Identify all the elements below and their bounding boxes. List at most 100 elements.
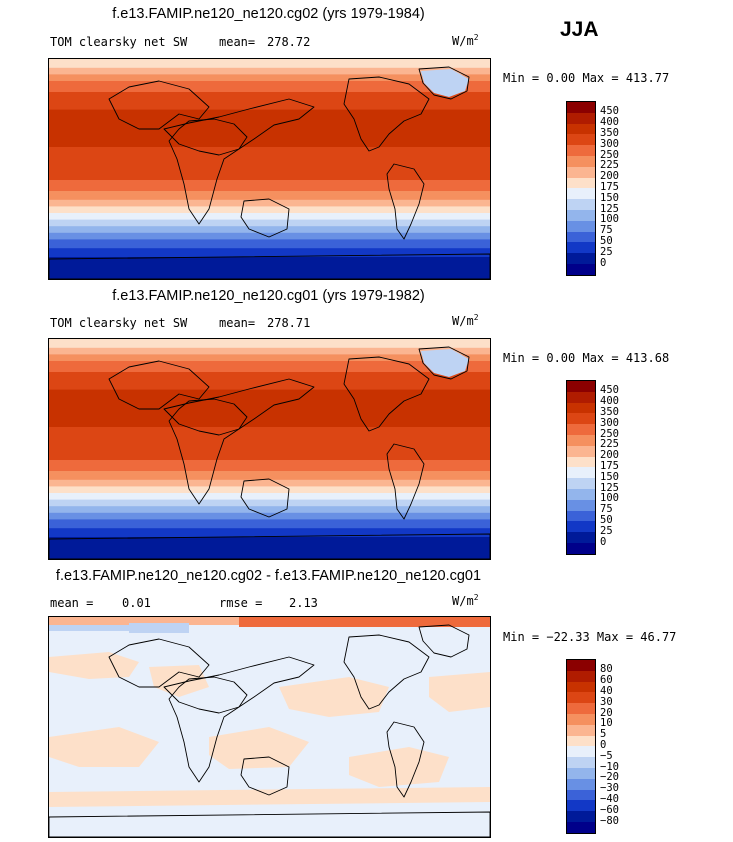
colorbar-swatch	[567, 746, 595, 758]
colorbar-swatch	[567, 660, 595, 672]
zonal-band	[49, 147, 490, 166]
zonal-band	[49, 493, 490, 501]
zonal-band	[49, 519, 490, 529]
colorbar-tick-label: 300	[600, 137, 619, 150]
colorbar-tick-label: 75	[600, 503, 613, 516]
coastline	[163, 656, 315, 714]
colorbar-tick-label: 450	[600, 384, 619, 397]
colorbar-tick-label: 100	[600, 213, 619, 226]
colorbar-swatch	[567, 381, 595, 393]
panel-2-map	[48, 338, 491, 560]
diff-patch	[279, 677, 389, 717]
colorbar-swatch	[567, 789, 595, 801]
colorbar-swatch	[567, 735, 595, 747]
colorbar-tick-label: 10	[600, 717, 613, 730]
diff-top-warm	[239, 617, 490, 627]
diff-patch	[149, 665, 209, 697]
colorbar-tick-label: 40	[600, 684, 613, 697]
panel-3-minmax: Min = −22.33 Max = 46.77	[503, 630, 677, 644]
coastline	[163, 378, 315, 436]
colorbar-tick-label: 200	[600, 449, 619, 462]
panel-2-variable-label: TOM clearsky net SW	[50, 316, 188, 330]
colorbar-swatch	[567, 778, 595, 791]
diff-patch	[49, 727, 159, 767]
colorbar-tick-label: 350	[600, 126, 619, 139]
greenland-field	[421, 349, 469, 377]
colorbar-swatch	[567, 413, 595, 425]
colorbar-swatch	[567, 714, 595, 726]
colorbar-swatch	[567, 703, 595, 715]
colorbar-tick-label: 450	[600, 105, 619, 118]
colorbar-tick-label: 0	[600, 535, 607, 548]
panel-2-title: f.e13.FAMIP.ne120_ne120.cg01 (yrs 1979-1…	[112, 288, 425, 304]
coastline	[168, 398, 248, 505]
colorbar-tick-label: 225	[600, 159, 619, 172]
colorbar-tick-label: 200	[600, 170, 619, 183]
colorbar-swatch	[567, 543, 595, 555]
panel-2-mean-label: mean=	[219, 316, 256, 330]
panel-3-rmse-value: 2.13	[289, 596, 318, 610]
colorbar-swatch	[567, 145, 595, 157]
colorbar-swatch	[567, 822, 595, 834]
colorbar-swatch	[567, 692, 595, 704]
zonal-band	[49, 164, 490, 181]
colorbar-swatch	[567, 156, 595, 168]
zonal-band	[49, 354, 490, 362]
colorbar-swatch	[567, 724, 595, 737]
colorbar-swatch	[567, 456, 595, 468]
colorbar-tick-label: 5	[600, 728, 607, 741]
colorbar-swatch	[567, 123, 595, 135]
panel-2-mean-value: 278.71	[267, 316, 311, 330]
coastline	[343, 356, 430, 432]
colorbar-tick-label: 0	[600, 738, 607, 751]
coastline	[108, 80, 210, 130]
zonal-band	[49, 129, 490, 148]
panel-3-map	[48, 616, 491, 838]
colorbar-tick-label: 60	[600, 674, 613, 687]
season-label: JJA	[560, 18, 599, 41]
colorbar-tick-label: 80	[600, 663, 613, 676]
zonal-band	[49, 239, 490, 249]
colorbar-tick-label: 250	[600, 427, 619, 440]
zonal-band	[49, 180, 490, 192]
zonal-band	[49, 213, 490, 221]
coastline	[163, 98, 315, 156]
zonal-band	[49, 59, 490, 69]
colorbar-tick-label: 125	[600, 481, 619, 494]
panel-1-map	[48, 58, 491, 280]
panel-3-title: f.e13.FAMIP.ne120_ne120.cg02 - f.e13.FAM…	[55, 568, 482, 584]
zonal-band	[49, 226, 490, 234]
colorbar-tick-label: 150	[600, 191, 619, 204]
colorbar-swatch	[567, 445, 595, 458]
colorbar-tick-label: −30	[600, 782, 619, 795]
colorbar-swatch	[567, 467, 595, 479]
coastline	[418, 66, 470, 100]
zonal-band	[49, 460, 490, 472]
zonal-band	[49, 347, 490, 355]
colorbar-tick-label: 300	[600, 416, 619, 429]
colorbar-tick-label: 75	[600, 224, 613, 237]
colorbar-tick-label: 125	[600, 202, 619, 215]
panel-2-map-svg	[49, 339, 490, 559]
colorbar-tick-label: 50	[600, 513, 613, 526]
colorbar-tick-label: 100	[600, 492, 619, 505]
colorbar-tick-label: 400	[600, 116, 619, 129]
panel-3-mean-label: mean =	[50, 596, 94, 610]
colorbar-swatch	[567, 489, 595, 501]
colorbar-tick-label: 150	[600, 470, 619, 483]
colorbar-tick-label: −20	[600, 771, 619, 784]
colorbar-tick-label: 25	[600, 245, 613, 258]
coastline	[168, 676, 248, 783]
coastline	[49, 811, 490, 837]
colorbar-swatch	[567, 210, 595, 222]
colorbar-swatch	[567, 811, 595, 823]
colorbar-tick-label: −60	[600, 803, 619, 816]
zonal-band	[49, 389, 490, 410]
coastline	[386, 163, 425, 240]
zonal-band	[49, 92, 490, 111]
colorbar-frame	[566, 101, 596, 276]
colorbar-swatch	[567, 478, 595, 490]
coastline	[108, 360, 210, 410]
colorbar-frame	[566, 380, 596, 555]
zonal-band	[49, 444, 490, 461]
